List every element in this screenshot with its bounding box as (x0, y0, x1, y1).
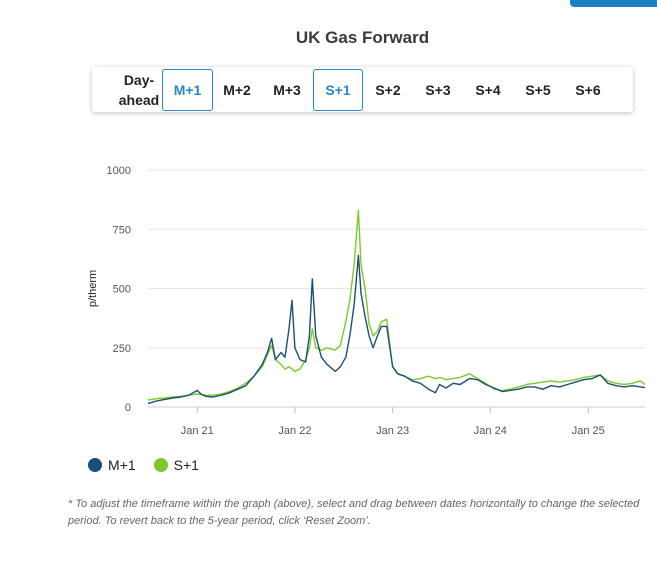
tab-s1[interactable]: S+1 (313, 69, 363, 111)
tab-day-ahead[interactable]: Day-ahead (114, 69, 164, 111)
legend-item-s1[interactable]: S+1 (153, 457, 199, 473)
series-line-m1[interactable] (147, 254, 646, 405)
tab-s4[interactable]: S+4 (475, 82, 501, 98)
x-tick-label: Jan 24 (474, 425, 507, 437)
y-tick-label: 1000 (107, 165, 131, 177)
chart-gridlines (148, 169, 645, 408)
chart-footnote: * To adjust the timeframe within the gra… (68, 498, 640, 527)
tab-s6[interactable]: S+6 (575, 82, 601, 98)
timeframe-tab-bar: Day-ahead M+1 M+2 M+3 S+1 S+2 S+3 S+4 S+… (92, 67, 633, 112)
tab-m1[interactable]: M+1 (162, 69, 213, 111)
tab-s5[interactable]: S+5 (525, 82, 551, 98)
y-tick-label: 500 (113, 284, 131, 296)
y-axis-ticks: 0 250 500 750 1000 (107, 165, 131, 414)
tab-m3[interactable]: M+3 (273, 82, 301, 98)
tab-s2[interactable]: S+2 (375, 82, 401, 98)
x-axis-ticks: Jan 21 Jan 22 Jan 23 Jan 24 Jan 25 (181, 407, 605, 437)
legend-dot-s1 (153, 458, 168, 472)
y-axis-label: p/therm (87, 270, 99, 307)
tab-day-ahead-line1: Day- (123, 72, 155, 88)
legend-label-m1: M+1 (108, 457, 136, 473)
chart-title: UK Gas Forward (295, 28, 430, 47)
top-accent-bar (570, 0, 657, 7)
tab-day-ahead-line2: ahead (118, 92, 160, 108)
chart-legend: M+1 S+1 (88, 457, 217, 473)
y-tick-label: 750 (113, 224, 131, 236)
y-tick-label: 250 (113, 343, 131, 355)
legend-item-m1[interactable]: M+1 (88, 457, 136, 473)
y-tick-label: 0 (125, 402, 131, 414)
tab-m2[interactable]: M+2 (223, 82, 251, 98)
legend-dot-m1 (88, 458, 102, 472)
chart-series (147, 209, 646, 405)
x-tick-label: Jan 22 (278, 425, 311, 437)
x-tick-label: Jan 25 (572, 425, 605, 437)
tab-s3[interactable]: S+3 (425, 82, 451, 98)
x-tick-label: Jan 23 (376, 425, 409, 437)
legend-label-s1: S+1 (173, 457, 199, 473)
x-tick-label: Jan 21 (181, 425, 214, 437)
